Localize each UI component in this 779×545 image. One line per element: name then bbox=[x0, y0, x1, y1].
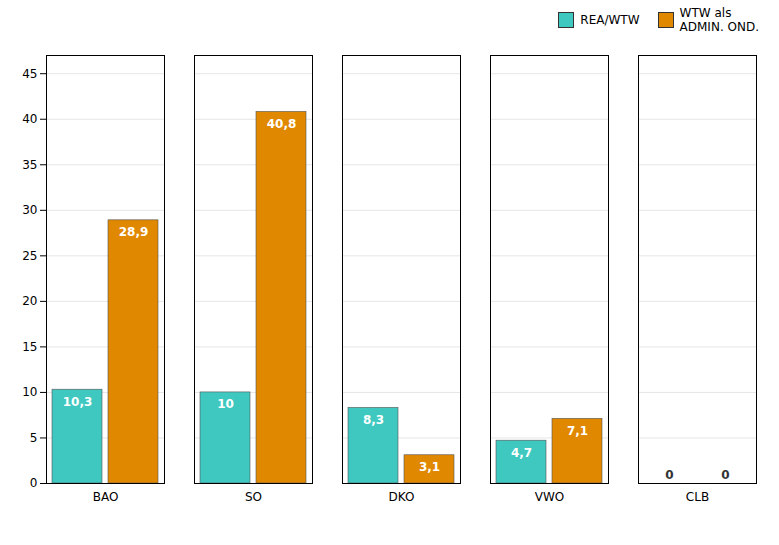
svg-text:35: 35 bbox=[22, 157, 37, 171]
svg-text:10,3: 10,3 bbox=[63, 394, 93, 408]
svg-text:DKO: DKO bbox=[389, 490, 415, 504]
svg-text:28,9: 28,9 bbox=[119, 225, 149, 239]
svg-text:40: 40 bbox=[22, 112, 37, 126]
svg-text:8,3: 8,3 bbox=[363, 413, 384, 427]
svg-text:4,7: 4,7 bbox=[511, 445, 532, 459]
svg-text:3,1: 3,1 bbox=[419, 460, 440, 474]
svg-text:SO: SO bbox=[245, 490, 262, 504]
svg-text:7,1: 7,1 bbox=[567, 423, 588, 437]
html-text:REA/WTW: REA/WTW bbox=[580, 13, 640, 28]
svg-text:0: 0 bbox=[721, 468, 729, 482]
svg-text:10: 10 bbox=[217, 397, 234, 411]
svg-text:BAO: BAO bbox=[93, 490, 119, 504]
svg-text:VWO: VWO bbox=[535, 490, 565, 504]
svg-text:0: 0 bbox=[30, 476, 38, 490]
svg-text:CLB: CLB bbox=[686, 490, 709, 504]
svg-text:0: 0 bbox=[665, 468, 673, 482]
svg-text:5: 5 bbox=[30, 431, 38, 445]
svg-text:20: 20 bbox=[22, 294, 37, 308]
svg-text:10: 10 bbox=[22, 385, 37, 399]
svg-text:40,8: 40,8 bbox=[267, 117, 297, 131]
svg-text:25: 25 bbox=[22, 248, 37, 262]
svg-text:30: 30 bbox=[22, 203, 37, 217]
svg-text:45: 45 bbox=[22, 66, 37, 80]
html-text:WTW als ADMIN. OND.: WTW als ADMIN. OND. bbox=[679, 6, 759, 35]
svg-text:15: 15 bbox=[22, 340, 37, 354]
